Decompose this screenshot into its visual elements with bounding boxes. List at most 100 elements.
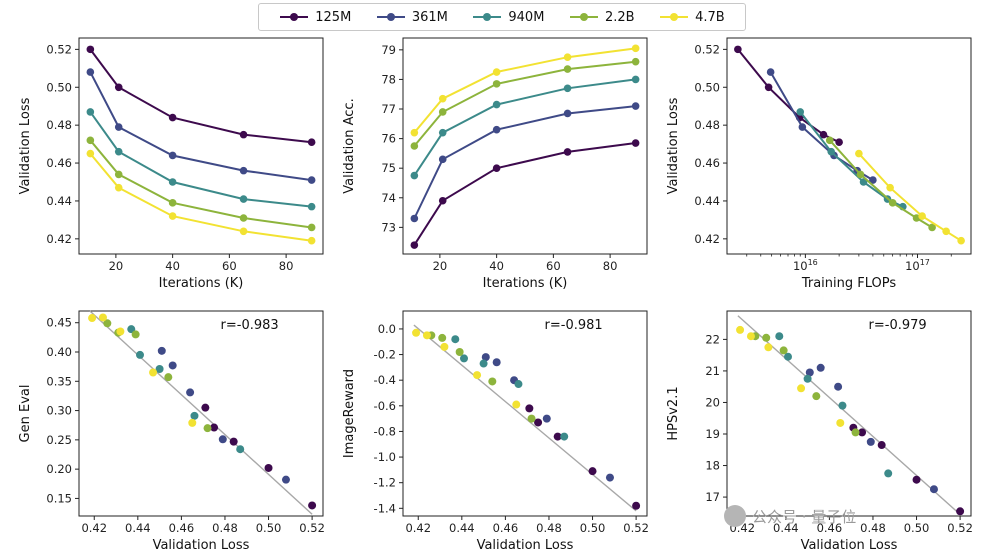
correlation-annotation: r=-0.981 [545, 318, 603, 333]
scatter-point-940M [775, 332, 784, 341]
data-point-125M [438, 196, 447, 205]
legend-label: 2.2B [604, 9, 635, 25]
y-tick-label: 0.0 [378, 322, 396, 336]
x-tick-label: 0.46 [817, 521, 843, 535]
scatter-point-2.2B [851, 428, 860, 437]
data-point-2.2B [825, 136, 834, 145]
y-tick-label: 20 [705, 395, 720, 409]
legend-item-361m: 361M [376, 10, 448, 25]
data-point-361M [631, 102, 640, 110]
scatter-point-940M [236, 445, 245, 454]
scatter-point-125M [858, 428, 867, 437]
scatter-point-4.7B [512, 400, 521, 409]
scatter-point-361M [866, 437, 875, 446]
data-point-361M [86, 68, 95, 76]
scatter-point-361M [816, 363, 825, 372]
y-tick-label: 79 [381, 43, 396, 57]
data-point-2.2B [438, 108, 447, 116]
data-point-4.7B [855, 149, 863, 158]
y-tick-label: -0.2 [374, 348, 396, 362]
data-point-125M [563, 148, 572, 156]
x-tick-label: 0.44 [125, 521, 151, 535]
y-tick-label: 0.52 [694, 42, 720, 56]
scatter-point-940M [451, 335, 460, 344]
data-point-2.2B [114, 170, 123, 179]
y-tick-label: 0.52 [46, 42, 72, 56]
scatter-point-4.7B [736, 325, 745, 334]
scatter-point-4.7B [98, 313, 107, 322]
legend-label: 940M [508, 9, 545, 25]
data-point-940M [859, 178, 868, 186]
scatter-point-125M [877, 441, 886, 450]
y-tick-label: 0.45 [46, 316, 72, 330]
scatter-point-125M [588, 467, 597, 476]
scatter-point-361M [186, 388, 195, 397]
x-tick-label: 0.48 [212, 521, 238, 535]
legend-label: 4.7B [695, 9, 725, 25]
y-tick-label: 17 [705, 490, 720, 504]
data-point-4.7B [492, 68, 501, 76]
data-point-940M [827, 147, 836, 156]
series-line-361M [89, 71, 312, 182]
data-point-125M [86, 45, 95, 54]
y-tick-label: -1.2 [374, 476, 396, 490]
x-tick-label: 0.52 [623, 521, 649, 535]
data-point-125M [631, 139, 640, 147]
data-point-940M [631, 75, 640, 84]
data-point-125M [410, 241, 419, 249]
data-point-125M [492, 164, 501, 172]
y-tick-label: 77 [381, 102, 396, 116]
data-point-2.2B [86, 136, 95, 145]
y-tick-label: 0.48 [694, 118, 720, 132]
scatter-point-2.2B [164, 373, 173, 382]
x-tick-label: 0.50 [256, 521, 282, 535]
scatter-point-940M [514, 380, 523, 389]
data-point-2.2B [563, 65, 572, 73]
plot-frame [402, 37, 648, 255]
y-axis-label: Validation Loss [18, 97, 33, 194]
data-point-361M [438, 155, 447, 164]
x-axis-label: Validation Loss [477, 538, 574, 553]
scatter-point-940M [155, 364, 164, 373]
series-line-125M [413, 142, 636, 246]
scatter-point-940M [560, 432, 569, 441]
y-tick-label: 75 [381, 161, 396, 175]
scatter-point-2.2B [455, 348, 464, 356]
legend-item-4-7b: 4.7B [659, 10, 725, 25]
chart-loss-vs-iter: 0.42 0.44 0.46 0.48 0.50 0.52 20 40 60 80 Iteratio… [18, 37, 324, 291]
data-point-361M [114, 123, 123, 131]
plot-frame [726, 310, 972, 517]
y-tick-label: 0.44 [46, 194, 72, 208]
data-point-4.7B [86, 149, 95, 158]
data-point-940M [492, 100, 501, 109]
x-tick-label: 20 [109, 259, 124, 273]
data-point-4.7B [410, 128, 419, 137]
data-point-940M [563, 84, 572, 93]
x-tick-label: 0.50 [580, 521, 606, 535]
scatter-point-125M [525, 404, 534, 413]
plot-frame [726, 37, 972, 255]
scatter-point-361M [805, 368, 814, 377]
scatter-point-2.2B [131, 330, 140, 339]
data-point-4.7B [886, 183, 894, 192]
x-tick-label: 0.44 [773, 521, 799, 535]
scatter-point-2.2B [762, 333, 771, 342]
correlation-annotation: r=-0.979 [869, 318, 927, 333]
scatter-point-2.2B [779, 346, 788, 355]
data-point-4.7B [438, 94, 447, 103]
y-tick-label: 0.50 [694, 80, 720, 94]
x-axis-label: Validation Loss [801, 538, 898, 553]
legend-swatch [569, 13, 598, 21]
scatter-point-940M [884, 469, 893, 478]
chart-imagereward-vs-loss: -1.4 -1.2 -1.0 -0.8 -0.6 -0.4 -0.2 0.0 0.42 0.44 0… [342, 310, 649, 553]
data-point-125M [835, 138, 843, 147]
data-point-2.2B [888, 199, 897, 207]
data-point-2.2B [856, 170, 865, 179]
data-point-125M [114, 83, 123, 92]
watermark: 公众号 · 量子位 [724, 505, 856, 527]
data-point-361M [239, 166, 248, 175]
legend-item-125m: 125M [279, 10, 351, 25]
data-point-4.7B [918, 212, 926, 220]
y-tick-label: 0.50 [46, 80, 72, 94]
y-tick-label: 21 [705, 364, 720, 378]
